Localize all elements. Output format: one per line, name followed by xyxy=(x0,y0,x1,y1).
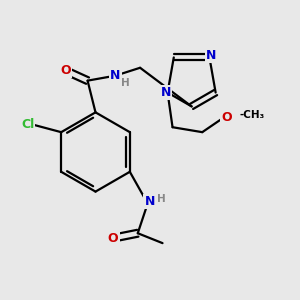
Text: H: H xyxy=(157,194,166,203)
Text: N: N xyxy=(206,49,217,62)
Text: Cl: Cl xyxy=(21,118,34,131)
Text: O: O xyxy=(108,232,118,245)
Text: O: O xyxy=(61,64,71,77)
Text: O: O xyxy=(222,111,232,124)
Text: N: N xyxy=(110,69,121,82)
Text: N: N xyxy=(160,86,171,99)
Text: -CH₃: -CH₃ xyxy=(239,110,264,120)
Text: H: H xyxy=(121,78,130,88)
Text: N: N xyxy=(145,195,155,208)
